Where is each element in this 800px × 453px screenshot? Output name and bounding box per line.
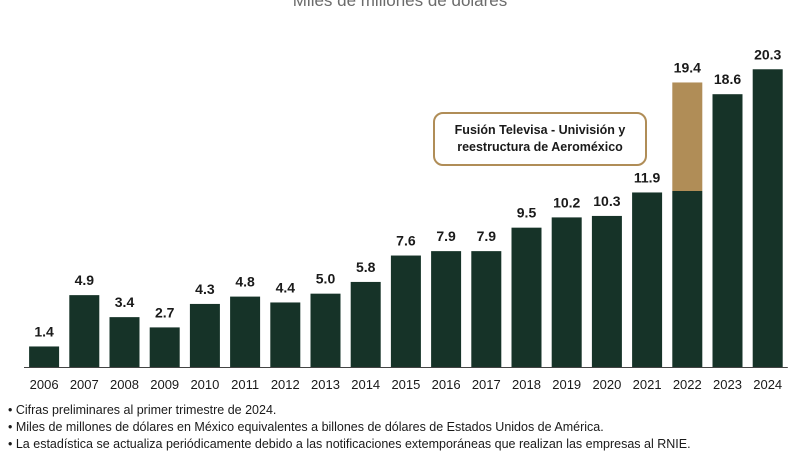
x-tick-2021: 2021 xyxy=(633,377,662,392)
value-label-2021: 11.9 xyxy=(634,169,661,185)
footnote-2: Miles de millones de dólares en México e… xyxy=(8,419,798,436)
x-tick-2015: 2015 xyxy=(391,377,420,392)
chart-area: Miles de millones de dólares 1.4 2006 4.9 2… xyxy=(24,0,788,392)
bar-2007 xyxy=(69,295,100,367)
bar-2006 xyxy=(29,346,60,367)
bar-2018 xyxy=(511,227,542,367)
bar-2020 xyxy=(591,215,622,367)
annotation-callout: Fusión Televisa - Univisión y reestructu… xyxy=(433,112,647,166)
value-label-2012: 4.4 xyxy=(276,279,296,295)
x-tick-2024: 2024 xyxy=(753,377,782,392)
x-tick-2010: 2010 xyxy=(190,377,219,392)
x-tick-2018: 2018 xyxy=(512,377,541,392)
bar-2017 xyxy=(471,251,502,367)
x-tick-2013: 2013 xyxy=(311,377,340,392)
x-tick-2023: 2023 xyxy=(713,377,742,392)
footnotes: Cifras preliminares al primer trimestre … xyxy=(8,402,798,453)
x-tick-2012: 2012 xyxy=(271,377,300,392)
value-label-2006: 1.4 xyxy=(34,323,54,339)
x-tick-2022: 2022 xyxy=(673,377,702,392)
value-label-2023: 18.6 xyxy=(714,71,741,87)
value-label-2010: 4.3 xyxy=(195,281,215,297)
value-label-2022: 19.4 xyxy=(674,59,701,75)
bar-2024 xyxy=(752,69,783,368)
bar-2021 xyxy=(632,192,663,367)
value-label-2018: 9.5 xyxy=(517,205,537,221)
x-tick-2006: 2006 xyxy=(30,377,59,392)
value-label-2009: 2.7 xyxy=(155,304,175,320)
x-tick-2007: 2007 xyxy=(70,377,99,392)
value-label-2024: 20.3 xyxy=(754,46,781,62)
bar-2023 xyxy=(712,94,743,367)
bar-2015 xyxy=(390,255,421,367)
bar-2010 xyxy=(189,303,220,367)
bar-2019 xyxy=(551,217,582,367)
value-label-2007: 4.9 xyxy=(75,272,95,288)
x-tick-2017: 2017 xyxy=(472,377,501,392)
x-tick-2009: 2009 xyxy=(150,377,179,392)
bar-2012 xyxy=(270,302,301,367)
x-tick-2016: 2016 xyxy=(432,377,461,392)
bar-2008 xyxy=(109,317,140,367)
bar-2011 xyxy=(230,296,261,367)
value-label-2014: 5.8 xyxy=(356,259,376,275)
value-label-2016: 7.9 xyxy=(436,228,456,244)
bar-2013 xyxy=(310,293,341,367)
x-tick-2019: 2019 xyxy=(552,377,581,392)
value-label-2008: 3.4 xyxy=(115,294,135,310)
value-label-2013: 5.0 xyxy=(316,271,336,287)
bar-chart: 1.4 2006 4.9 2007 3.4 2008 2.7 2009 4.3 2010 4.8 20… xyxy=(24,46,788,392)
bar-2022-base-segment xyxy=(672,191,703,367)
bar-2022-highlight-segment xyxy=(672,82,703,191)
bar-2016 xyxy=(431,251,462,367)
x-tick-2008: 2008 xyxy=(110,377,139,392)
value-label-2017: 7.9 xyxy=(477,228,497,244)
bar-2014 xyxy=(350,281,381,367)
value-label-2020: 10.3 xyxy=(593,193,620,209)
value-label-2015: 7.6 xyxy=(396,233,416,249)
x-tick-2020: 2020 xyxy=(592,377,621,392)
x-tick-2011: 2011 xyxy=(231,377,259,392)
bar-2009 xyxy=(149,327,180,367)
value-label-2019: 10.2 xyxy=(553,194,580,210)
value-label-2011: 4.8 xyxy=(235,274,255,290)
x-tick-2014: 2014 xyxy=(351,377,380,392)
chart-subtitle: Miles de millones de dólares xyxy=(292,0,508,10)
footnote-1: Cifras preliminares al primer trimestre … xyxy=(8,402,798,419)
